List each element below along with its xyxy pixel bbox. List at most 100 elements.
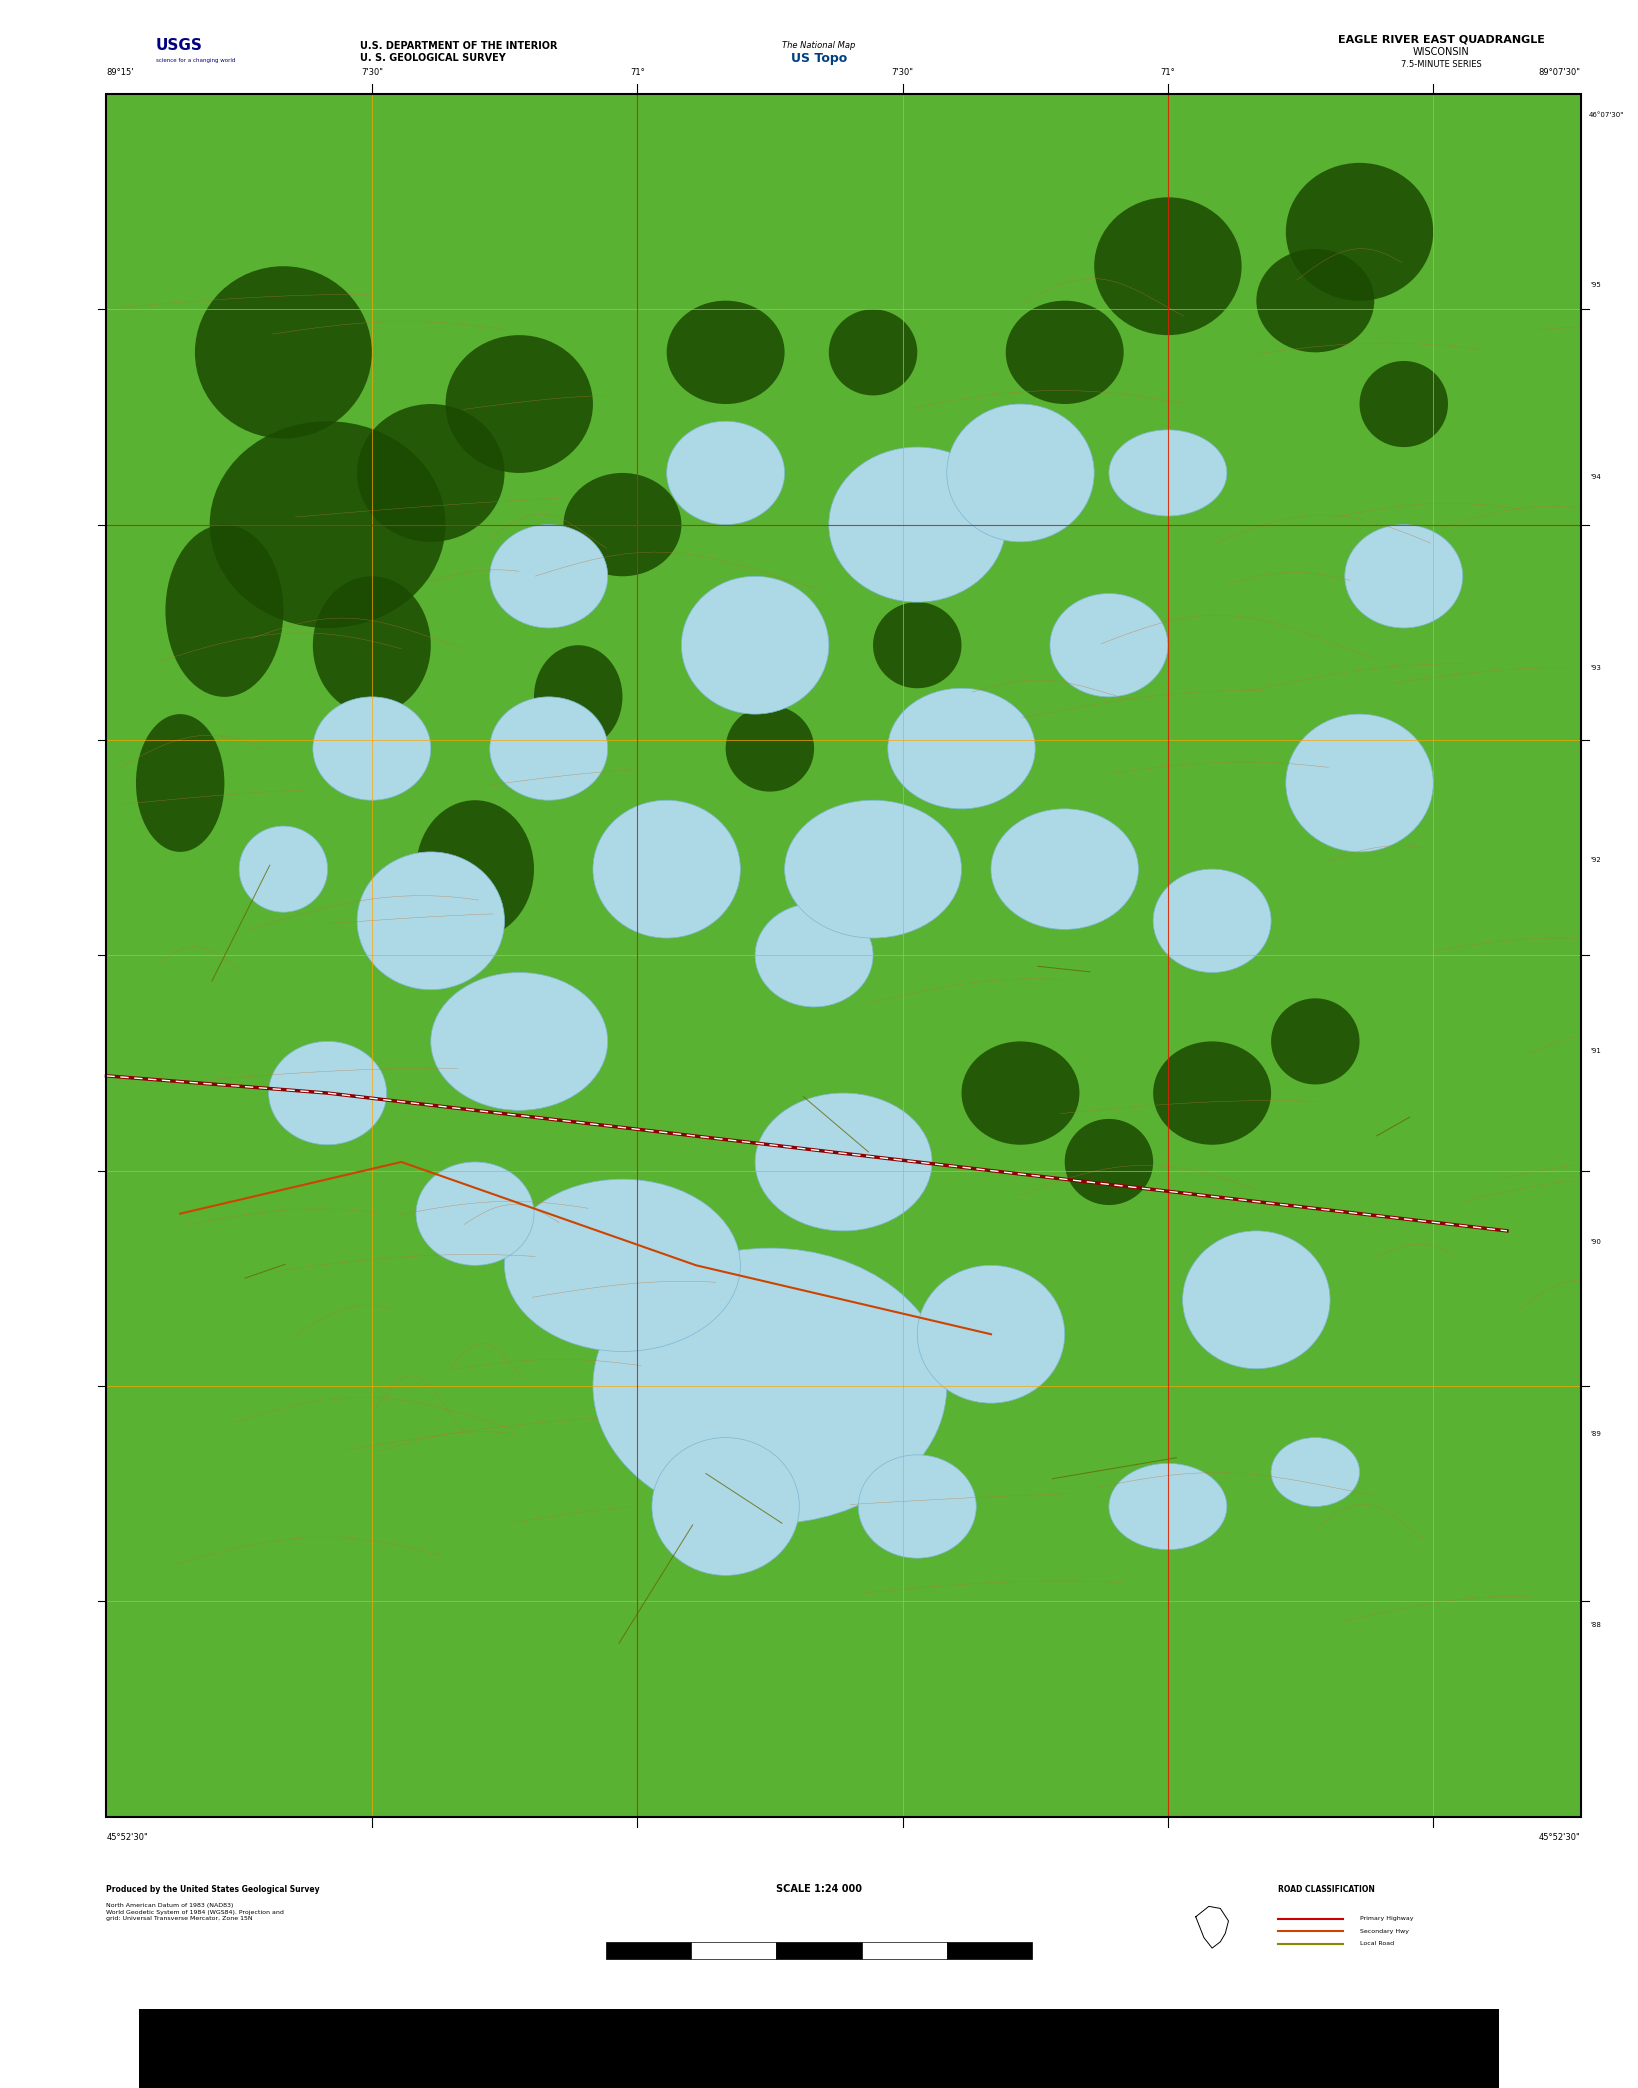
Ellipse shape: [1050, 593, 1168, 697]
Text: 7'30": 7'30": [891, 69, 914, 77]
Ellipse shape: [490, 697, 608, 800]
Ellipse shape: [1109, 1464, 1227, 1549]
Ellipse shape: [681, 576, 829, 714]
Ellipse shape: [652, 1439, 799, 1576]
Ellipse shape: [1256, 248, 1374, 353]
Ellipse shape: [829, 309, 917, 395]
Bar: [862, 1942, 947, 1959]
Ellipse shape: [416, 800, 534, 938]
Ellipse shape: [1286, 714, 1433, 852]
Text: science for a changing world: science for a changing world: [156, 58, 234, 63]
Bar: [606, 1942, 691, 1959]
Bar: [947, 1942, 1032, 1959]
Ellipse shape: [1109, 430, 1227, 516]
Ellipse shape: [755, 904, 873, 1006]
Text: U.S. DEPARTMENT OF THE INTERIOR: U.S. DEPARTMENT OF THE INTERIOR: [360, 42, 559, 50]
Text: '93: '93: [1590, 666, 1602, 670]
Bar: [0, 0, 106, 2088]
Text: 71°: 71°: [1160, 69, 1176, 77]
Ellipse shape: [313, 697, 431, 800]
Text: '91: '91: [1590, 1048, 1602, 1054]
Ellipse shape: [136, 714, 224, 852]
Bar: [1581, 0, 1638, 2088]
Text: '94: '94: [1590, 474, 1602, 480]
Ellipse shape: [505, 1180, 740, 1351]
Text: U. S. GEOLOGICAL SURVEY: U. S. GEOLOGICAL SURVEY: [360, 54, 506, 63]
Ellipse shape: [1094, 198, 1242, 336]
Ellipse shape: [947, 405, 1094, 543]
Ellipse shape: [1286, 163, 1433, 301]
Ellipse shape: [917, 1265, 1065, 1403]
Text: Produced by the United States Geological Survey: Produced by the United States Geological…: [106, 1885, 319, 1894]
Ellipse shape: [1271, 1437, 1360, 1508]
Bar: [106, 1817, 1581, 2004]
Text: 7.5-MINUTE SERIES: 7.5-MINUTE SERIES: [1400, 61, 1482, 69]
Ellipse shape: [873, 601, 962, 689]
Ellipse shape: [195, 267, 372, 438]
Text: Local Road: Local Road: [1360, 1942, 1394, 1946]
Text: USGS: USGS: [156, 38, 203, 54]
Ellipse shape: [1153, 869, 1271, 973]
Ellipse shape: [446, 336, 593, 474]
Text: 89°07'30": 89°07'30": [1538, 69, 1581, 77]
Text: EAGLE RIVER EAST QUADRANGLE: EAGLE RIVER EAST QUADRANGLE: [1338, 35, 1545, 44]
Ellipse shape: [991, 808, 1138, 929]
Ellipse shape: [593, 1249, 947, 1524]
Text: SCALE 1:24 000: SCALE 1:24 000: [776, 1883, 862, 1894]
Text: '89: '89: [1590, 1430, 1602, 1437]
Text: 7'30": 7'30": [360, 69, 383, 77]
Ellipse shape: [563, 474, 681, 576]
Text: 89°15': 89°15': [106, 69, 134, 77]
Ellipse shape: [1153, 1042, 1271, 1144]
Ellipse shape: [165, 524, 283, 697]
Ellipse shape: [829, 447, 1006, 601]
Ellipse shape: [888, 689, 1035, 808]
Text: 45°52'30": 45°52'30": [1540, 1833, 1581, 1842]
Ellipse shape: [534, 645, 622, 748]
Ellipse shape: [313, 576, 431, 714]
Text: '90: '90: [1590, 1240, 1602, 1244]
Ellipse shape: [858, 1455, 976, 1558]
Ellipse shape: [962, 1042, 1079, 1144]
Ellipse shape: [1183, 1232, 1330, 1370]
Text: 71°: 71°: [629, 69, 645, 77]
Text: '92: '92: [1590, 856, 1602, 862]
Ellipse shape: [1065, 1119, 1153, 1205]
Ellipse shape: [1271, 998, 1360, 1084]
Text: ROAD CLASSIFICATION: ROAD CLASSIFICATION: [1278, 1885, 1374, 1894]
Ellipse shape: [416, 1161, 534, 1265]
Bar: [106, 94, 1581, 1817]
Text: World Geodetic System of 1984 (WGS84). Projection and
grid: Universal Transverse: World Geodetic System of 1984 (WGS84). P…: [106, 1911, 285, 1921]
Ellipse shape: [210, 422, 446, 628]
Ellipse shape: [490, 524, 608, 628]
Text: US Topo: US Topo: [791, 52, 847, 65]
Ellipse shape: [755, 1094, 932, 1232]
Ellipse shape: [239, 827, 328, 912]
Ellipse shape: [431, 973, 608, 1111]
Text: The National Map: The National Map: [783, 42, 855, 50]
Ellipse shape: [1360, 361, 1448, 447]
Ellipse shape: [593, 800, 740, 938]
Ellipse shape: [269, 1042, 387, 1144]
Ellipse shape: [785, 800, 962, 938]
Bar: [776, 1942, 862, 1959]
Text: 45°52'30": 45°52'30": [106, 1833, 147, 1842]
Text: '95: '95: [1590, 282, 1602, 288]
Text: 46°07'30": 46°07'30": [1589, 113, 1625, 117]
Text: WISCONSIN: WISCONSIN: [1414, 48, 1469, 56]
Bar: [106, 0, 1581, 94]
Text: Secondary Hwy: Secondary Hwy: [1360, 1929, 1409, 1933]
Bar: [691, 1942, 776, 1959]
Ellipse shape: [726, 706, 814, 791]
Ellipse shape: [667, 422, 785, 524]
Ellipse shape: [667, 301, 785, 405]
Ellipse shape: [1006, 301, 1124, 405]
Ellipse shape: [357, 405, 505, 543]
Text: '88: '88: [1590, 1622, 1602, 1629]
Text: North American Datum of 1983 (NAD83): North American Datum of 1983 (NAD83): [106, 1904, 234, 1908]
Bar: [106, 94, 1581, 1817]
Bar: [139, 2009, 1499, 2088]
Ellipse shape: [1345, 524, 1463, 628]
Ellipse shape: [357, 852, 505, 990]
Text: Primary Highway: Primary Highway: [1360, 1917, 1414, 1921]
